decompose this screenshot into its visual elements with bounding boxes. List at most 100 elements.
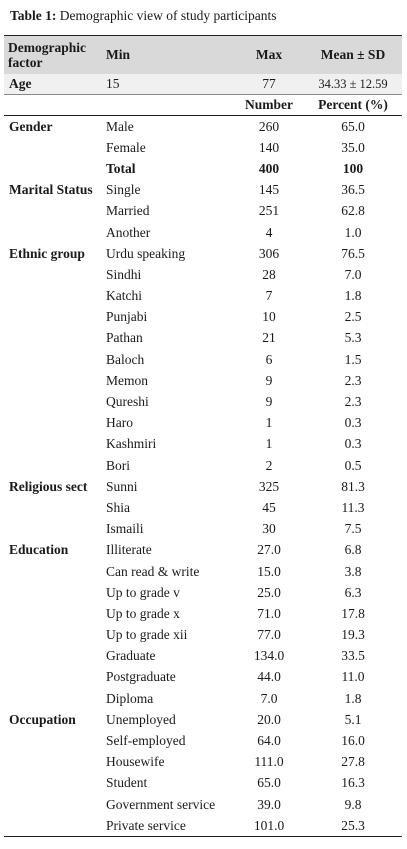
table-row: Qureshi 9 2.3	[4, 391, 402, 412]
item-cell: Illiterate	[106, 542, 152, 558]
category-cell	[4, 497, 102, 518]
table-row: Can read & write 15.0 3.8	[4, 561, 402, 582]
table-row: Baloch 6 1.5	[4, 349, 402, 370]
table-row: Private service 101.0 25.3	[4, 815, 402, 838]
category-cell	[4, 646, 102, 667]
number-cell: 1	[265, 436, 273, 452]
percent-cell: 3.8	[344, 563, 362, 579]
percent-cell: 27.8	[341, 754, 365, 770]
subheader-blank-2	[102, 95, 234, 116]
item-cell: Government service	[106, 796, 216, 812]
item-cell: Kashmiri	[106, 436, 157, 452]
category-cell	[4, 158, 102, 179]
category-cell: Ethnic group	[9, 245, 85, 261]
percent-cell: 2.3	[344, 394, 362, 410]
age-max: 77	[234, 74, 304, 95]
percent-cell: 35.0	[341, 139, 365, 155]
number-cell: 111.0	[254, 754, 284, 770]
category-cell	[4, 391, 102, 412]
table-row: Ethnic group Urdu speaking 306 76.5	[4, 243, 402, 264]
table-row: Total 400 100	[4, 158, 402, 179]
percent-cell: 2.5	[344, 309, 362, 325]
category-cell	[4, 328, 102, 349]
category-cell: Religious sect	[9, 478, 88, 494]
percent-cell: 33.5	[341, 648, 365, 664]
percent-cell: 19.3	[341, 627, 365, 643]
category-cell	[4, 582, 102, 603]
table-row: Student 65.0 16.3	[4, 773, 402, 794]
item-cell: Graduate	[106, 648, 156, 664]
table-row: Occupation Unemployed 20.0 5.1	[4, 709, 402, 730]
category-cell	[4, 434, 102, 455]
item-cell: Self-employed	[106, 733, 186, 749]
number-cell: 2	[265, 457, 273, 473]
number-cell: 9	[265, 394, 273, 410]
table-row: Katchi 7 1.8	[4, 286, 402, 307]
item-cell: Single	[106, 182, 141, 198]
number-cell: 306	[258, 245, 280, 261]
category-cell	[4, 688, 102, 709]
demographic-table: Demographic factor Min Max Mean ± SD Age…	[4, 35, 402, 838]
percent-cell: 100	[342, 160, 364, 176]
number-cell: 251	[258, 203, 280, 219]
percent-cell: 1.5	[344, 351, 362, 367]
number-cell: 27.0	[257, 542, 281, 558]
percent-cell: 5.3	[344, 330, 362, 346]
percent-cell: 36.5	[341, 182, 365, 198]
number-cell: 10	[262, 309, 276, 325]
percent-cell: 65.0	[304, 115, 402, 138]
age-row: Age 15 77 34.33 ± 12.59	[4, 74, 402, 95]
item-cell: Bori	[106, 457, 131, 473]
item-cell: Another	[106, 224, 151, 240]
number-cell: 45	[262, 499, 276, 515]
percent-cell: 2.3	[344, 372, 362, 388]
item-cell: Can read & write	[106, 563, 200, 579]
number-cell: 64.0	[257, 733, 281, 749]
number-cell: 25.0	[257, 584, 281, 600]
percent-cell: 1.0	[344, 224, 362, 240]
number-cell: 140	[258, 139, 280, 155]
number-cell: 1	[265, 415, 273, 431]
number-cell: 400	[258, 160, 280, 176]
header-demographic-factor: Demographic factor	[4, 35, 102, 74]
percent-cell: 11.3	[341, 499, 365, 515]
category-cell	[4, 773, 102, 794]
category-cell	[4, 349, 102, 370]
category-cell	[4, 730, 102, 751]
header-max: Max	[234, 35, 304, 74]
category-cell	[4, 201, 102, 222]
category-cell	[4, 625, 102, 646]
caption-text: Demographic view of study participants	[59, 8, 277, 23]
percent-cell: 62.8	[341, 203, 365, 219]
item-cell: Pathan	[106, 330, 143, 346]
age-label: Age	[4, 74, 102, 95]
table-row: Gender Male 260 65.0	[4, 115, 402, 138]
percent-cell: 6.8	[344, 542, 362, 558]
item-cell: Shia	[106, 499, 131, 515]
caption-label: Table 1:	[10, 8, 57, 23]
percent-cell: 25.3	[304, 815, 402, 838]
number-cell: 77.0	[257, 627, 281, 643]
number-cell: 4	[265, 224, 273, 240]
item-cell: Haro	[106, 415, 133, 431]
header-mean-sd: Mean ± SD	[304, 35, 402, 74]
category-cell	[4, 752, 102, 773]
category-cell: Occupation	[9, 711, 76, 727]
number-cell: 7	[265, 288, 273, 304]
age-mean-sd: 34.33 ± 12.59	[304, 74, 402, 95]
table-row: Memon 9 2.3	[4, 370, 402, 391]
percent-cell: 16.0	[341, 733, 365, 749]
number-cell: 65.0	[257, 775, 281, 791]
category-cell: Marital Status	[9, 182, 93, 198]
item-cell: Katchi	[106, 288, 142, 304]
table-row: Religious sect Sunni 325 81.3	[4, 476, 402, 497]
number-cell: 39.0	[257, 796, 281, 812]
number-cell: 7.0	[260, 690, 278, 706]
item-cell: Memon	[106, 372, 148, 388]
category-cell	[4, 519, 102, 540]
percent-cell: 11.0	[341, 669, 365, 685]
percent-cell: 17.8	[341, 605, 365, 621]
item-cell: Private service	[102, 815, 234, 838]
number-cell: 145	[258, 182, 280, 198]
